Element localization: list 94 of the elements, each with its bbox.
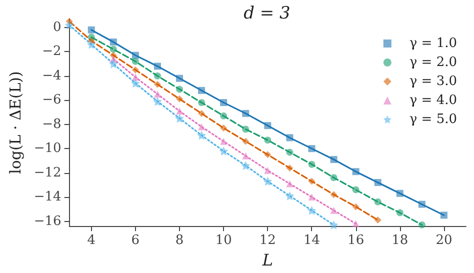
point: [285, 191, 294, 200]
point: [352, 220, 360, 228]
point: [264, 166, 272, 174]
y-tick-label: −12: [34, 165, 62, 180]
point: [307, 206, 316, 215]
point: [264, 136, 272, 144]
point: [88, 26, 95, 34]
point: [154, 62, 161, 70]
point: [418, 200, 426, 208]
point: [110, 38, 117, 46]
point: [374, 179, 382, 186]
point: [198, 99, 206, 106]
point: [198, 110, 206, 117]
y-tick-label: 0: [53, 20, 62, 35]
point: [64, 20, 74, 30]
point: [86, 40, 96, 49]
point: [374, 216, 382, 224]
point: [152, 96, 162, 106]
y-tick-label: −6: [42, 92, 62, 108]
point: [308, 194, 316, 201]
point: [264, 151, 272, 158]
legend-label: γ = 2.0: [409, 55, 458, 70]
point: [264, 122, 272, 130]
point: [308, 160, 316, 168]
y-tick-label: −14: [34, 190, 62, 205]
point: [418, 221, 426, 228]
y-tick-label: −10: [34, 141, 62, 156]
point: [308, 178, 316, 185]
point: [286, 134, 294, 142]
point: [132, 66, 139, 74]
y-tick-label: −4: [42, 68, 62, 84]
point: [242, 110, 250, 117]
point: [242, 152, 250, 160]
point: [286, 180, 294, 188]
point: [220, 99, 228, 106]
y-axis-title: log(L · ΔE(L)): [6, 71, 24, 174]
point: [154, 80, 161, 88]
point: [176, 74, 184, 82]
chart-title: d = 3: [244, 4, 290, 24]
point: [330, 191, 338, 198]
x-tick-label: 14: [303, 233, 320, 248]
point: [330, 174, 338, 182]
point: [175, 114, 184, 123]
point: [241, 161, 250, 170]
point: [330, 156, 338, 163]
point: [154, 72, 161, 80]
x-tick-label: 18: [392, 233, 408, 248]
point: [352, 186, 360, 194]
point: [197, 130, 206, 140]
legend-label: γ = 4.0: [409, 93, 458, 108]
point: [108, 59, 118, 68]
x-tick-label: 20: [436, 233, 452, 248]
x-tick-label: 16: [348, 233, 364, 248]
legend-label: γ = 5.0: [409, 112, 458, 127]
point: [220, 124, 228, 132]
point: [286, 148, 294, 156]
point: [110, 46, 117, 53]
point: [396, 190, 404, 197]
y-tick-label: −16: [34, 214, 62, 229]
x-tick-label: 4: [87, 233, 96, 248]
point: [132, 74, 139, 81]
point: [330, 206, 338, 214]
y-tick-label: −2: [42, 44, 62, 60]
y-tick-label: −8: [42, 116, 62, 132]
point: [176, 86, 184, 93]
point: [329, 220, 338, 230]
point: [176, 108, 184, 115]
point: [352, 168, 360, 176]
point: [242, 138, 250, 145]
point: [308, 145, 316, 152]
legend-label: γ = 3.0: [409, 74, 458, 89]
x-tick-label: 10: [215, 233, 232, 248]
point: [242, 126, 250, 133]
point: [220, 138, 228, 145]
point: [198, 86, 206, 94]
point: [440, 212, 448, 219]
point: [263, 176, 272, 186]
point: [352, 203, 360, 210]
point: [130, 78, 140, 88]
point: [176, 95, 184, 102]
point: [286, 164, 294, 172]
point: [154, 90, 161, 98]
point: [132, 58, 139, 65]
point: [219, 146, 228, 156]
x-tick-label: 12: [259, 233, 276, 248]
point: [396, 209, 404, 216]
x-tick-label: 6: [131, 233, 140, 248]
x-tick-label: 8: [175, 233, 184, 248]
point: [374, 198, 382, 206]
point: [132, 52, 139, 59]
x-axis-title: L: [261, 250, 273, 270]
legend-label: γ = 1.0: [409, 36, 458, 51]
point: [198, 123, 206, 130]
point: [220, 112, 228, 120]
